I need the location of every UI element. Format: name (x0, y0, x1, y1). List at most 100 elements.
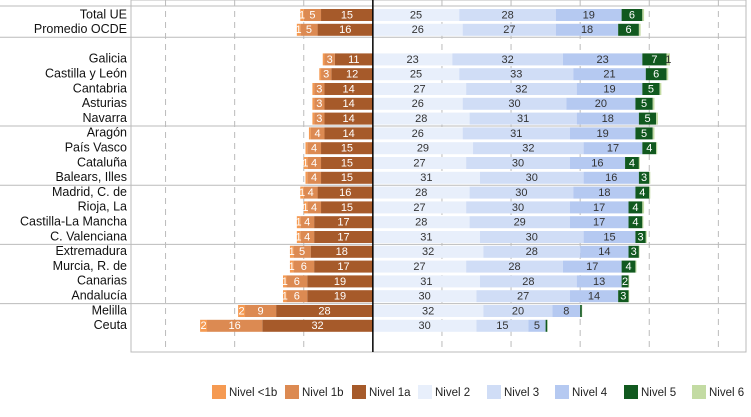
value-label: 13 (593, 276, 605, 288)
value-label: 3 (638, 231, 644, 243)
bar-segment (653, 98, 655, 110)
value-label: 6 (625, 24, 631, 36)
value-label: 31 (420, 172, 432, 184)
value-label: 3 (641, 172, 647, 184)
value-label: 28 (526, 246, 538, 258)
value-label: 14 (343, 83, 355, 95)
legend-label: Nivel 6 (709, 387, 744, 399)
bar-segment (646, 231, 647, 243)
legend-label: Nivel <1b (229, 387, 277, 399)
value-label: 27 (413, 83, 425, 95)
legend-swatch (624, 385, 638, 399)
value-label: 6 (301, 261, 307, 273)
bar-segment (642, 216, 643, 228)
value-label: 4 (632, 217, 638, 229)
value-label: 15 (341, 172, 353, 184)
bar-segment (309, 127, 311, 139)
value-label: 32 (422, 305, 434, 317)
value-label: 30 (515, 187, 527, 199)
value-label: 4 (632, 202, 638, 214)
value-label: 15 (341, 202, 353, 214)
value-label: 14 (343, 98, 355, 110)
value-label: 33 (510, 69, 522, 81)
bar-segment (660, 83, 662, 95)
category-label: Navarra (83, 111, 128, 125)
value-label: 32 (311, 320, 323, 332)
category-label: Castilla-La Mancha (20, 214, 127, 228)
value-label: 28 (522, 276, 534, 288)
value-label: 17 (337, 261, 349, 273)
value-label: 21 (603, 69, 615, 81)
bar-segment (312, 83, 314, 95)
value-label: 16 (591, 157, 603, 169)
value-label: 30 (512, 157, 524, 169)
bar-segment (305, 142, 307, 154)
category-label: Castilla y León (45, 66, 127, 80)
value-label: 30 (512, 202, 524, 214)
value-label: 1 (282, 276, 288, 288)
value-label: 3 (316, 83, 322, 95)
value-label: 19 (583, 9, 595, 21)
value-label: 4 (311, 202, 317, 214)
value-label: 12 (346, 69, 358, 81)
bar-segment (312, 113, 314, 125)
category-label: C. Valenciana (50, 229, 127, 243)
value-label: 4 (639, 187, 645, 199)
category-label: Balears, Illes (55, 170, 127, 184)
value-label: 5 (641, 128, 647, 140)
value-label: 19 (603, 83, 615, 95)
value-label: 3 (327, 54, 333, 66)
value-label: 29 (417, 143, 429, 155)
value-label: 3 (323, 69, 329, 81)
value-label: 19 (334, 291, 346, 303)
value-label: 28 (415, 187, 427, 199)
legend-label: Nivel 4 (572, 387, 608, 399)
value-label: 30 (419, 320, 431, 332)
bar-segment (312, 98, 314, 110)
value-label: 16 (339, 187, 351, 199)
legend-label: Nivel 2 (435, 387, 470, 399)
value-label: 4 (625, 261, 631, 273)
value-label: 31 (420, 276, 432, 288)
value-label: 4 (311, 157, 317, 169)
value-label: 14 (588, 291, 600, 303)
value-label: 31 (420, 231, 432, 243)
value-label: 6 (294, 276, 300, 288)
bar-segment (656, 113, 658, 125)
value-label: 15 (341, 157, 353, 169)
legend-swatch (692, 385, 706, 399)
value-label: 5 (648, 83, 654, 95)
category-label: Ceuta (94, 318, 127, 332)
value-label: 6 (629, 9, 635, 21)
value-label: 2 (238, 305, 244, 317)
bar-segment (642, 201, 644, 213)
value-label: 17 (607, 143, 619, 155)
value-label: 4 (311, 143, 317, 155)
value-label: 1 (282, 291, 288, 303)
value-label: 1 (296, 24, 302, 36)
value-label: 18 (336, 246, 348, 258)
category-label: Aragón (87, 126, 127, 140)
value-label: 9 (258, 305, 264, 317)
value-label: 18 (598, 187, 610, 199)
value-label: 29 (514, 217, 526, 229)
bar-segment (667, 68, 669, 80)
value-label: 28 (508, 261, 520, 273)
category-label: Rioja, La (78, 200, 127, 214)
bar-segment (305, 172, 307, 184)
bar-segment (323, 53, 325, 65)
value-label: 6 (653, 69, 659, 81)
bar-segment (639, 246, 640, 258)
value-label: 1 (299, 187, 305, 199)
value-label: 23 (406, 54, 418, 66)
value-label: 5 (641, 98, 647, 110)
value-label: 30 (526, 231, 538, 243)
legend-swatch (418, 385, 432, 399)
value-label: 31 (510, 128, 522, 140)
legend-swatch (555, 385, 569, 399)
bar-segment (639, 24, 641, 36)
legend-swatch (285, 385, 299, 399)
value-label: 28 (415, 113, 427, 125)
value-label: 3 (316, 98, 322, 110)
